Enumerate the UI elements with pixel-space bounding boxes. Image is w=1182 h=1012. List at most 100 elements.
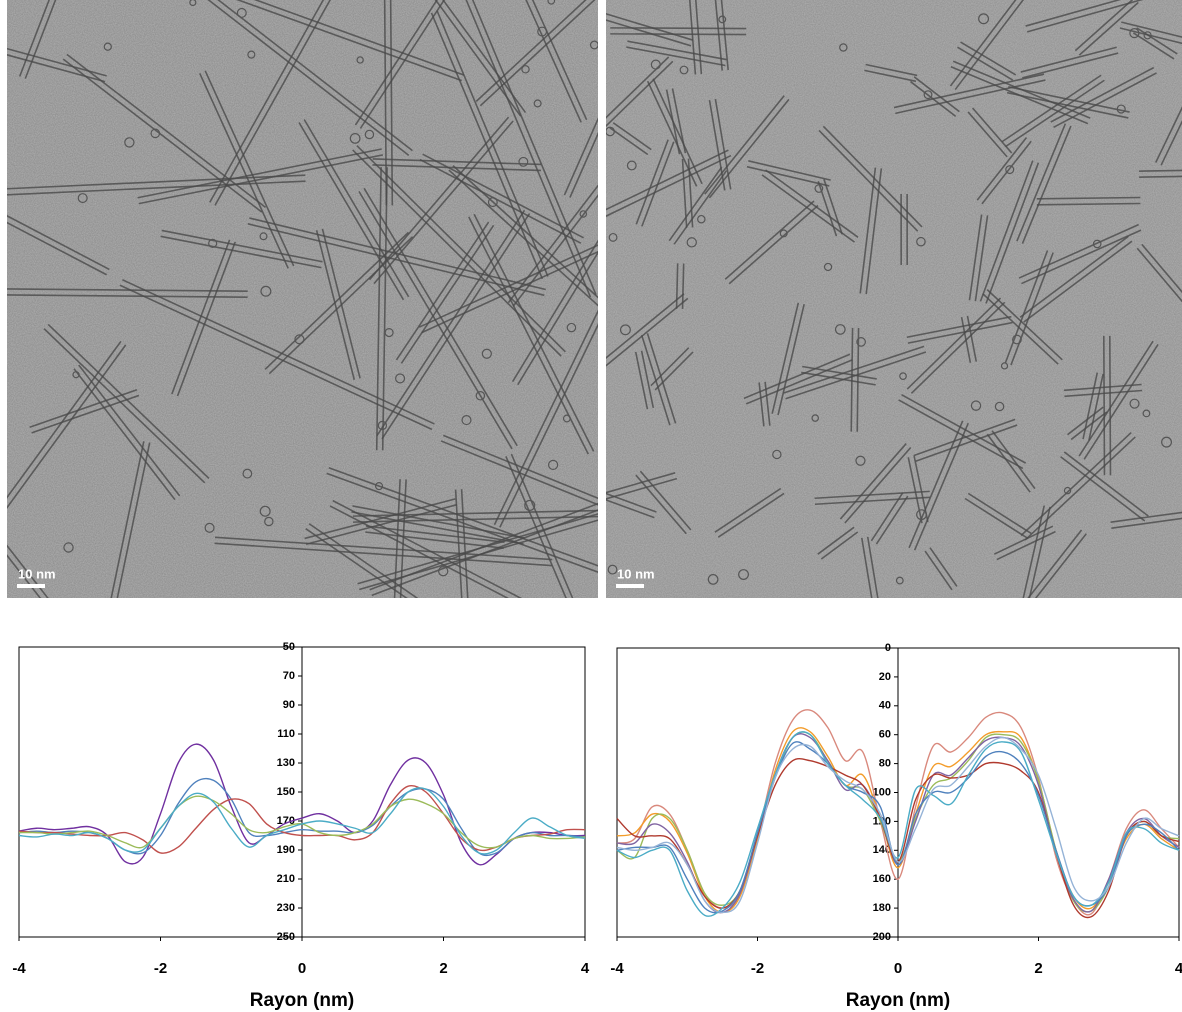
rod — [418, 244, 598, 328]
rod — [525, 0, 582, 123]
rod — [1141, 243, 1182, 294]
rod — [1067, 406, 1104, 436]
vesicle — [1063, 486, 1072, 495]
rod — [913, 418, 1016, 457]
x-tick-label: 0 — [298, 960, 306, 977]
vesicle — [524, 499, 536, 511]
rod — [606, 56, 670, 119]
y-tick-label: 60 — [879, 729, 891, 741]
rod — [1109, 335, 1112, 476]
x-axis-label: Rayon (nm) — [846, 990, 951, 1011]
rod — [236, 0, 462, 82]
rod — [675, 263, 679, 309]
rod — [1139, 175, 1182, 178]
rod — [720, 0, 729, 71]
vesicle — [1161, 436, 1173, 448]
rod — [907, 457, 923, 524]
vesicle — [475, 391, 486, 401]
rod — [954, 0, 1025, 91]
x-tick-label: 0 — [894, 960, 902, 977]
vesicle — [521, 65, 530, 74]
rod — [399, 479, 407, 598]
rod — [430, 12, 544, 280]
vesicle — [607, 564, 618, 575]
vesicle — [1000, 362, 1009, 370]
vesicle — [103, 42, 112, 51]
vesicle — [189, 0, 197, 7]
vesicle — [547, 459, 559, 471]
rod — [1111, 517, 1182, 529]
rod — [771, 302, 800, 414]
rod — [7, 47, 107, 77]
rod — [381, 167, 388, 451]
rod — [1025, 0, 1122, 27]
vesicle — [562, 414, 571, 423]
rod — [352, 509, 598, 517]
rod — [1036, 196, 1141, 200]
x-axis-label: Rayon (nm) — [250, 990, 355, 1011]
scale-bar-label: 10 nm — [617, 566, 655, 581]
rod — [119, 284, 433, 431]
rod — [7, 214, 110, 271]
rod — [626, 46, 726, 67]
rod — [777, 304, 805, 416]
vesicle — [487, 197, 498, 208]
rod — [986, 289, 1063, 361]
rod — [929, 547, 958, 587]
x-tick-label: -4 — [12, 960, 26, 977]
rod — [1064, 389, 1143, 398]
rod — [161, 229, 323, 263]
rod — [1001, 74, 1102, 143]
rod — [116, 442, 151, 598]
rod — [351, 511, 524, 545]
vesicle — [247, 50, 256, 59]
rod — [895, 79, 1046, 115]
rod — [7, 174, 306, 190]
rod — [668, 166, 723, 242]
vesicle — [814, 184, 824, 193]
vesicle — [619, 324, 631, 336]
rod — [654, 351, 694, 391]
rod — [43, 328, 206, 484]
rod — [1023, 240, 1133, 323]
vesicle — [204, 522, 215, 533]
rod — [681, 263, 685, 309]
rod — [354, 0, 438, 126]
vesicle — [72, 371, 80, 379]
vesicle — [772, 449, 782, 460]
rod — [910, 301, 1006, 394]
rod — [1074, 0, 1134, 52]
rod — [1028, 506, 1051, 598]
rod — [436, 10, 549, 277]
y-tick-label: 80 — [879, 758, 891, 770]
rod — [517, 251, 598, 386]
x-tick-label: -2 — [154, 960, 167, 977]
rod — [7, 554, 42, 598]
rod — [844, 446, 912, 524]
rod — [268, 236, 414, 375]
rod — [264, 231, 409, 370]
rod — [967, 111, 1008, 158]
vesicle — [679, 65, 689, 75]
rod — [993, 525, 1054, 555]
rod — [369, 502, 598, 591]
rod — [1136, 247, 1182, 303]
rod — [371, 509, 598, 597]
vesicle — [377, 420, 388, 431]
rod — [375, 167, 382, 451]
rod — [724, 200, 815, 280]
vesicle — [208, 238, 218, 248]
vesicle — [738, 569, 749, 580]
rod — [7, 340, 122, 499]
vesicle — [895, 576, 904, 585]
rod — [471, 0, 597, 296]
rod — [612, 122, 652, 151]
rod — [160, 235, 322, 269]
vesicle — [1012, 334, 1022, 345]
rod — [906, 315, 1012, 339]
vesicle — [856, 337, 866, 347]
vesicle — [923, 90, 933, 100]
rod — [606, 149, 729, 211]
rod — [1103, 335, 1106, 476]
rod — [694, 0, 703, 75]
